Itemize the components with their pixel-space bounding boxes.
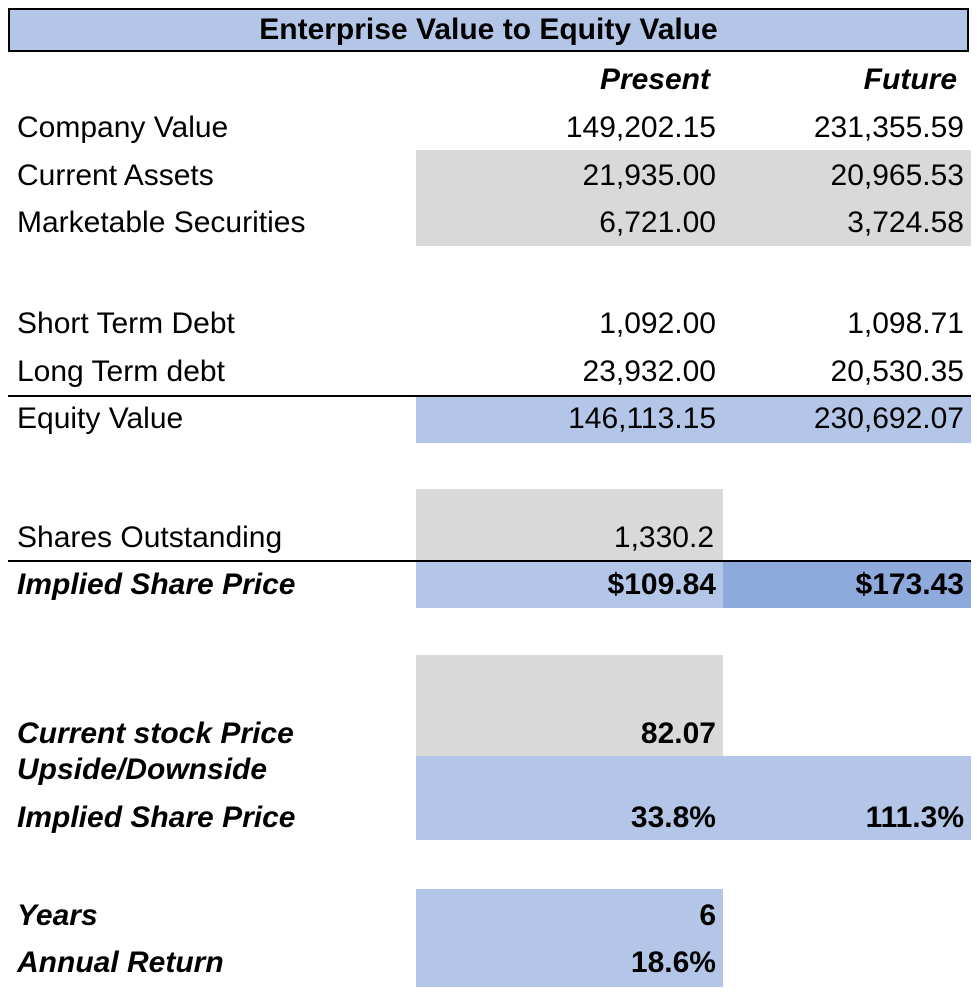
equity-value-present: 146,113.15 bbox=[568, 402, 716, 435]
current-stock-price-present: 82.07 bbox=[640, 717, 716, 750]
divider-equity bbox=[8, 395, 971, 397]
gray-block-assets bbox=[416, 150, 971, 246]
label-current-assets: Current Assets bbox=[17, 159, 214, 192]
marketable-securities-present: 6,721.00 bbox=[599, 206, 716, 239]
current-assets-future: 20,965.53 bbox=[830, 159, 964, 192]
current-price-fill bbox=[416, 655, 723, 756]
shares-outstanding-present: 1,330.2 bbox=[613, 521, 714, 554]
equity-value-fill bbox=[416, 397, 971, 443]
current-assets-present: 21,935.00 bbox=[582, 159, 716, 192]
label-short-term-debt: Short Term Debt bbox=[17, 307, 235, 340]
upside-future: 111.3% bbox=[865, 801, 964, 834]
label-implied-share-price: Implied Share Price bbox=[17, 568, 296, 601]
title-bar bbox=[8, 8, 969, 52]
implied-share-price-present: $109.84 bbox=[607, 568, 716, 601]
label-annual-return: Annual Return bbox=[17, 946, 224, 979]
label-equity-value: Equity Value bbox=[17, 402, 184, 435]
equity-value-future: 230,692.07 bbox=[813, 402, 964, 435]
label-company-value: Company Value bbox=[17, 111, 229, 144]
label-upside-implied-share-price: Implied Share Price bbox=[17, 801, 296, 834]
label-upside-downside: Upside/Downside bbox=[17, 753, 268, 786]
years-present: 6 bbox=[699, 899, 716, 932]
upside-present: 33.8% bbox=[630, 801, 716, 834]
column-header-future: Future bbox=[863, 63, 957, 96]
company-value-present: 149,202.15 bbox=[565, 111, 716, 144]
implied-price-future-fill bbox=[723, 562, 971, 608]
long-term-debt-present: 23,932.00 bbox=[582, 355, 716, 388]
label-current-stock-price: Current stock Price bbox=[17, 717, 294, 750]
annual-return-present: 18.6% bbox=[630, 946, 716, 979]
marketable-securities-future: 3,724.58 bbox=[847, 206, 964, 239]
implied-share-price-future: $173.43 bbox=[855, 568, 964, 601]
implied-price-present-fill bbox=[416, 562, 723, 608]
company-value-future: 231,355.59 bbox=[813, 111, 964, 144]
short-term-debt-present: 1,092.00 bbox=[599, 307, 716, 340]
short-term-debt-future: 1,098.71 bbox=[847, 307, 964, 340]
shares-outstanding-fill bbox=[416, 489, 723, 560]
label-long-term-debt: Long Term debt bbox=[17, 355, 225, 388]
label-shares-outstanding: Shares Outstanding bbox=[17, 521, 283, 554]
long-term-debt-future: 20,530.35 bbox=[830, 355, 964, 388]
divider-implied bbox=[8, 560, 971, 562]
label-marketable-securities: Marketable Securities bbox=[17, 206, 306, 239]
label-years: Years bbox=[17, 899, 98, 932]
column-header-present: Present bbox=[599, 63, 710, 96]
upside-fill bbox=[416, 756, 971, 840]
page-title: Enterprise Value to Equity Value bbox=[259, 13, 718, 46]
years-return-fill bbox=[416, 889, 723, 987]
